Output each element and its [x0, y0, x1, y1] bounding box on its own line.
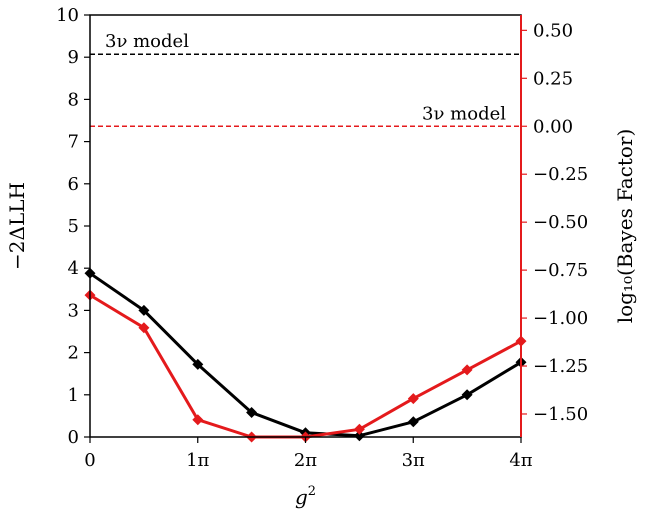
series-1-point — [246, 407, 258, 418]
right-tick-label: −1.50 — [533, 404, 588, 425]
right-axis-title: log₁₀(Bayes Factor) — [613, 129, 637, 324]
x-axis-title-base: g — [295, 485, 308, 509]
series-2-point — [138, 322, 150, 334]
left-tick-label: 3 — [68, 300, 79, 321]
x-axis-ticks: 0 1π 2π 3π 4π — [84, 437, 533, 471]
x-tick-label: 2π — [294, 450, 317, 471]
series-2-point — [461, 364, 473, 376]
right-tick-label: 0.00 — [533, 116, 573, 137]
left-tick-label: 0 — [68, 427, 79, 448]
series-2-line — [89, 293, 522, 439]
x-tick-label: 4π — [509, 450, 532, 471]
right-tick-label: −0.50 — [533, 212, 588, 233]
reference-line-label-2: 3ν model — [422, 103, 506, 124]
axes — [89, 14, 522, 438]
series-2-point — [353, 423, 365, 435]
plot-frame — [89, 14, 522, 438]
left-tick-label: 5 — [68, 216, 79, 237]
series-2-point — [407, 393, 419, 405]
series-1-line — [89, 272, 522, 438]
left-tick-label: 4 — [68, 258, 79, 279]
series-layer — [84, 267, 527, 443]
x-tick-label: 0 — [84, 450, 95, 471]
series-1-point — [407, 416, 419, 428]
left-tick-label: 8 — [68, 89, 79, 110]
series-1-point — [461, 389, 473, 401]
right-tick-label: −0.25 — [533, 164, 588, 185]
left-tick-label: 7 — [68, 132, 79, 153]
left-axis-ticks: 0 1 2 3 4 5 6 7 8 9 10 — [56, 5, 90, 448]
x-axis-title-exponent: 2 — [308, 484, 316, 499]
x-axis-title: g2 — [295, 484, 316, 509]
right-axis-ticks: 0.50 0.25 0.00 −0.25 −0.50 −0.75 −1.00 −1.25 −1.… — [521, 20, 588, 425]
right-tick-label: −0.75 — [533, 260, 588, 281]
right-tick-label: −1.00 — [533, 308, 588, 329]
right-tick-label: 0.50 — [533, 20, 573, 41]
reference-lines: 3ν model 3ν model — [90, 31, 521, 127]
left-tick-label: 2 — [68, 343, 79, 364]
series-1-point — [138, 304, 150, 316]
left-tick-label: 6 — [68, 174, 79, 195]
right-tick-label: 0.25 — [533, 68, 573, 89]
x-tick-label: 1π — [186, 450, 209, 471]
reference-line-label-1: 3ν model — [105, 31, 189, 52]
left-axis-title: −2ΔLLH — [5, 182, 29, 270]
left-tick-label: 9 — [68, 47, 79, 68]
series-1-point — [192, 358, 204, 370]
left-tick-label: 10 — [56, 5, 79, 26]
x-tick-label: 3π — [402, 450, 425, 471]
series-1-point — [353, 430, 365, 442]
left-tick-label: 1 — [68, 385, 79, 406]
right-tick-label: −1.25 — [533, 356, 588, 377]
series-2-point — [192, 414, 204, 426]
